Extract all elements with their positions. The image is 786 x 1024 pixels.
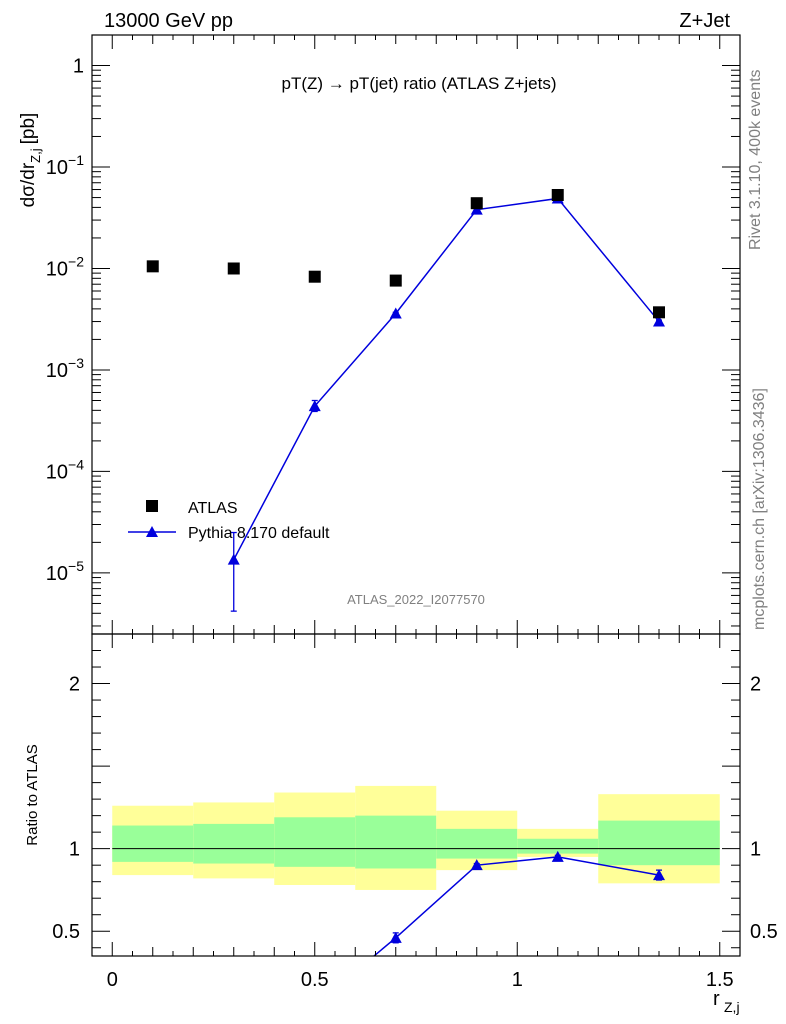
- legend-atlas-marker: [146, 500, 158, 512]
- legend-atlas-label: ATLAS: [188, 500, 238, 517]
- y-tick-label: 1: [69, 839, 80, 861]
- data-point-atlas: [308, 270, 321, 283]
- data-point-pythia: [308, 400, 321, 412]
- uncertainty-band-stat: [436, 828, 518, 859]
- uncertainty-band-stat: [112, 825, 194, 862]
- svg-text:dσ/drZ,j[pb]: dσ/drZ,j [pb]: [18, 113, 43, 208]
- legend: ATLAS Pythia 8.170 default: [128, 500, 330, 542]
- uncertainty-band-stat: [274, 817, 356, 867]
- ratio-series-group: [372, 850, 665, 956]
- ratio-point-pythia: [653, 869, 665, 881]
- y-tick-label: 0.5: [52, 921, 80, 943]
- data-point-atlas: [227, 262, 240, 275]
- main-plot-frame: [91, 34, 741, 635]
- x-label-sub: Z,j: [724, 999, 740, 1015]
- x-tick-label: 0.5: [301, 969, 329, 991]
- data-point-atlas: [653, 306, 665, 319]
- y-tick-label-right: 1: [750, 839, 761, 861]
- x-label-main: r: [713, 988, 720, 1010]
- main-y-label-sub: Z,j: [28, 148, 43, 163]
- main-y-axis-label: dσ/drZ,j [pb]: [18, 113, 43, 208]
- ratio-point-pythia: [551, 850, 564, 862]
- data-point-pythia: [389, 307, 402, 319]
- legend-pythia-marker: [146, 526, 158, 537]
- uncertainty-band-stat: [598, 820, 720, 866]
- analysis-watermark: ATLAS_2022_I2077570: [347, 592, 485, 607]
- ratio-point-pythia: [470, 859, 483, 871]
- uncertainty-band-stat: [517, 838, 599, 854]
- y-tick-label-right: 2: [750, 674, 761, 696]
- y-tick-label: 10−1: [46, 152, 84, 179]
- rivet-label: Rivet 3.1.10, 400k events: [747, 69, 764, 250]
- uncertainty-band-stat: [355, 815, 437, 869]
- x-tick-label: 1.5: [706, 969, 734, 991]
- y-tick-label: 10−3: [46, 355, 84, 382]
- x-tick-label: 0: [107, 969, 118, 991]
- main-y-label-main: dσ/dr: [18, 162, 39, 207]
- uncertainty-band-stat: [193, 823, 275, 864]
- series-line-pythia: [233, 197, 660, 561]
- data-point-pythia: [227, 553, 240, 565]
- y-tick-label: 10−5: [46, 558, 84, 585]
- header-right: Z+Jet: [679, 10, 730, 32]
- x-axis-label: r Z,j: [713, 988, 740, 1015]
- main-plot-panel: 1 10−1 10−2 10−3 10−4 10−5 pT(Z) → pT(jet) ra…: [18, 34, 741, 635]
- data-point-atlas: [389, 274, 402, 287]
- ratio-plot-panel: 0 0.5 1 1.5 0.5 0.5 1 1 2 2 Ratio to ATLAS: [24, 633, 778, 991]
- data-point-atlas: [146, 260, 159, 273]
- data-point-atlas: [470, 197, 483, 210]
- ratio-y-axis-label: Ratio to ATLAS: [24, 744, 41, 845]
- y-tick-label: 10−2: [46, 253, 84, 280]
- y-tick-label: 1: [73, 56, 84, 78]
- y-tick-label: 10−4: [46, 456, 84, 483]
- data-point-atlas: [551, 188, 564, 201]
- y-tick-label-right: 0.5: [750, 921, 778, 943]
- x-tick-label: 1: [512, 969, 523, 991]
- main-y-label-unit: [pb]: [18, 113, 39, 145]
- data-point-pythia: [653, 315, 665, 327]
- y-tick-label: 2: [69, 674, 80, 696]
- legend-pythia-label: Pythia 8.170 default: [188, 525, 330, 542]
- mcplots-label: mcplots.cern.ch [arXiv:1306.3436]: [751, 388, 768, 630]
- ratio-point-pythia: [389, 931, 402, 943]
- header-left: 13000 GeV pp: [104, 10, 233, 32]
- main-plot-title: pT(Z) → pT(jet) ratio (ATLAS Z+jets): [281, 74, 556, 93]
